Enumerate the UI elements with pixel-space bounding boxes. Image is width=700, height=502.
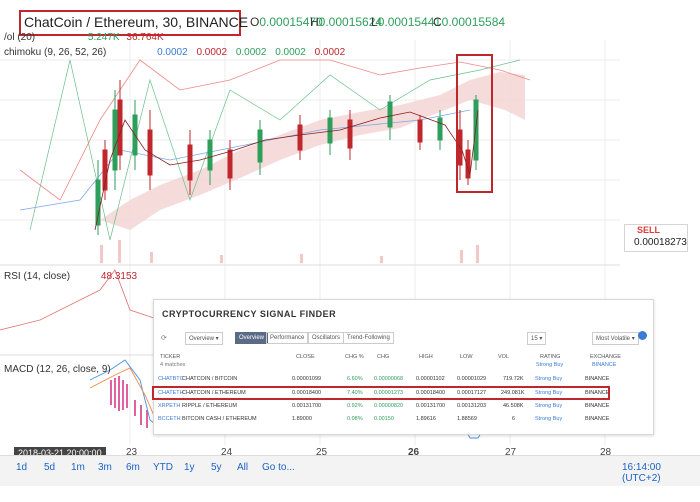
- volume-value-2: 36.764K: [126, 32, 164, 43]
- panel-title: CRYPTOCURRENCY SIGNAL FINDER: [162, 309, 337, 319]
- col-exchange[interactable]: EXCHANGE: [590, 354, 621, 360]
- ichimoku-label: chimoku (9, 26, 52, 26): [4, 47, 107, 58]
- range-all-button[interactable]: All: [237, 462, 249, 473]
- macd-histogram: [110, 376, 148, 428]
- chart-title[interactable]: ChatCoin / Ethereum, 30, BINANCE: [24, 14, 249, 30]
- x-tick: 24: [221, 447, 233, 458]
- range-toolbar: [0, 455, 700, 486]
- volume-value-1: 5.247K: [87, 32, 120, 43]
- info-icon[interactable]: [638, 331, 647, 340]
- ichimoku-value-3: 0.0002: [235, 47, 267, 58]
- volume-bars: [100, 240, 479, 263]
- col-low[interactable]: LOW: [460, 354, 473, 360]
- range-1y-button[interactable]: 1y: [184, 462, 195, 473]
- col-close[interactable]: CLOSE: [296, 354, 315, 360]
- x-tick: 23: [126, 447, 138, 458]
- sell-badge[interactable]: [624, 224, 688, 252]
- col-chg-pct[interactable]: CHG %: [345, 354, 364, 360]
- title-highlight-box: [19, 10, 241, 36]
- x-tick: 26: [408, 447, 420, 458]
- range-5y-button[interactable]: 5y: [211, 462, 222, 473]
- rsi-legend: RSI (14, close) 48.3153: [4, 271, 137, 282]
- ichimoku-value-1: 0.0002: [157, 47, 188, 58]
- range-1d-button[interactable]: 1d: [16, 462, 28, 473]
- volume-legend: /ol (20) 5.247K 36.764K: [4, 32, 164, 43]
- ichimoku-value-5: 0.0002: [314, 47, 346, 58]
- tab-overview[interactable]: Overview: [235, 332, 269, 344]
- sell-label: SELL: [637, 225, 661, 235]
- ohlc-open: O0.00015470: [250, 15, 323, 29]
- go-to-button[interactable]: Go to...: [262, 462, 295, 473]
- col-high[interactable]: HIGH: [419, 354, 433, 360]
- signal-finder-panel: [153, 299, 654, 435]
- ichimoku-legend: chimoku (9, 26, 52, 26) 0.0002 0.0002 0.…: [4, 47, 345, 58]
- tab-oscillators[interactable]: Oscillators: [308, 332, 345, 344]
- range-ytd-button[interactable]: YTD: [153, 462, 173, 473]
- ohlc-low: L0.00015441: [371, 15, 442, 29]
- range-5d-button[interactable]: 5d: [44, 462, 56, 473]
- col-chg[interactable]: CHG: [377, 354, 390, 360]
- ichimoku-value-4: 0.0002: [275, 47, 306, 58]
- volume-label: /ol (20): [4, 32, 36, 43]
- ohlc-close: C0.00015584: [433, 15, 506, 29]
- overview-dropdown[interactable]: Overview ▾: [185, 332, 223, 345]
- matches-count: 4 matches: [160, 362, 186, 368]
- candlesticks: [94, 80, 479, 235]
- interval-dropdown[interactable]: 15 ▾: [527, 332, 547, 345]
- col-rating[interactable]: RATING: [540, 354, 561, 360]
- col-vol[interactable]: VOL: [498, 354, 510, 360]
- x-tick: 25: [316, 447, 328, 458]
- range-3m-button[interactable]: 3m: [98, 462, 112, 473]
- x-tick: 27: [505, 447, 517, 458]
- tab-performance[interactable]: Performance: [266, 332, 309, 344]
- highlighted-row-box: [152, 386, 610, 400]
- volatile-dropdown[interactable]: Most Volatile ▾: [592, 332, 639, 345]
- col-ticker[interactable]: TICKER: [160, 354, 181, 360]
- ichimoku-value-2: 0.0002: [196, 47, 228, 58]
- range-6m-button[interactable]: 6m: [126, 462, 140, 473]
- ohlc-high: H0.00015624: [310, 15, 383, 29]
- exchange-sub: BINANCE: [592, 362, 617, 368]
- rsi-label: RSI (14, close): [4, 271, 71, 282]
- rating-sub: Strong Buy: [536, 362, 564, 368]
- range-1m-button[interactable]: 1m: [71, 462, 85, 473]
- x-tick: 28: [600, 447, 612, 458]
- refresh-icon[interactable]: ⟳: [161, 335, 167, 342]
- macd-label: MACD (12, 26, close, 9): [4, 364, 111, 375]
- tab-trend-following[interactable]: Trend-Following: [343, 332, 394, 344]
- candle-highlight-box: [456, 54, 493, 193]
- sell-price: 0.00018273: [634, 237, 687, 248]
- ichimoku-cloud: [100, 72, 525, 230]
- clock-time: 16:14:00 (UTC+2): [622, 462, 661, 484]
- rsi-value: 48.3153: [100, 271, 138, 282]
